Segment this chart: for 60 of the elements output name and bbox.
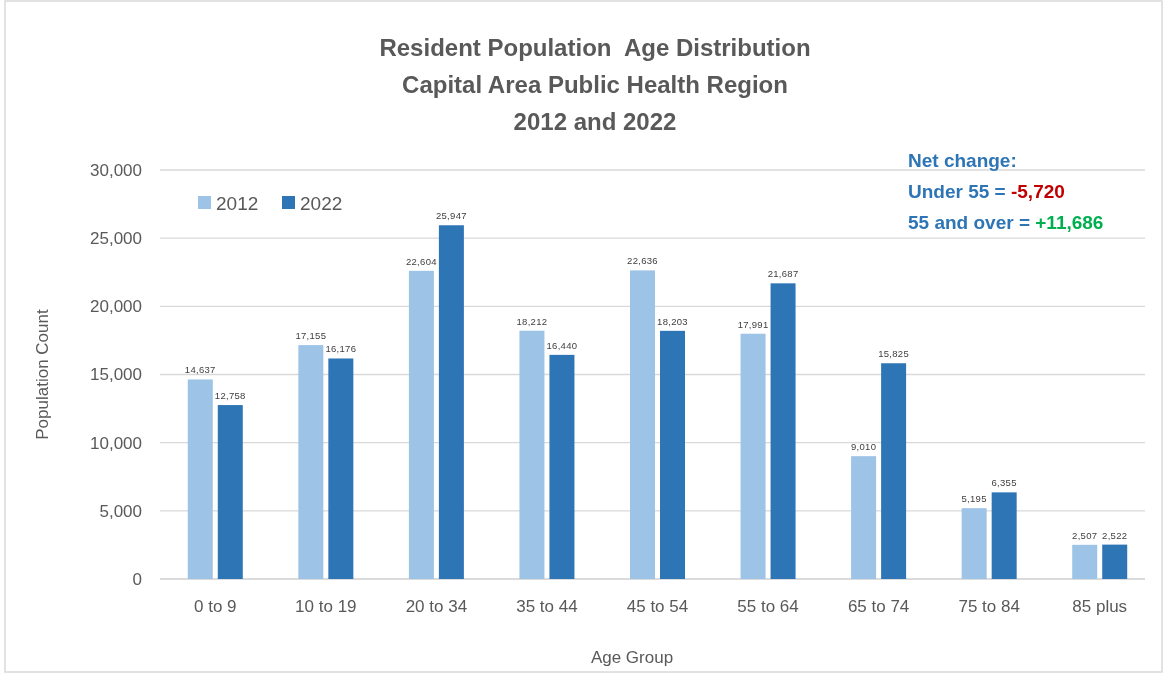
- x-tick-label: 75 to 84: [958, 597, 1020, 616]
- x-axis-title: Age Group: [590, 648, 674, 667]
- bar: [660, 330, 685, 579]
- chart-title: Resident Population Age Distribution Capital Area Public Health Region 2012 and 2022: [379, 34, 811, 135]
- bar: [187, 379, 213, 579]
- bar: [881, 363, 907, 579]
- data-label: 22,636: [627, 255, 658, 267]
- data-label: 18,212: [516, 315, 548, 327]
- bar: [217, 405, 243, 579]
- data-label: 17,155: [295, 330, 327, 342]
- y-tick-label: 5,000: [99, 501, 142, 521]
- data-label: 2,522: [1102, 529, 1128, 541]
- bar: [408, 270, 434, 579]
- bar: [1072, 544, 1098, 579]
- x-tick-label: 35 to 44: [516, 597, 578, 616]
- bar: [328, 358, 354, 579]
- bar: [961, 508, 987, 579]
- bar: [298, 345, 324, 579]
- y-tick-label: 30,000: [90, 160, 142, 180]
- data-label: 16,440: [546, 339, 578, 351]
- bar: [991, 492, 1017, 579]
- x-tick-label: 45 to 54: [626, 597, 689, 616]
- data-label: 16,176: [325, 343, 357, 355]
- annotation: Under 55 = -5,720: [908, 181, 1065, 202]
- legend-label: 2022: [300, 192, 343, 214]
- bar: [630, 270, 655, 579]
- legend-label: 2012: [216, 192, 259, 214]
- data-label: 6,355: [991, 477, 1017, 489]
- bar: [770, 283, 796, 579]
- y-tick-label: 10,000: [90, 433, 142, 453]
- y-tick-label: 25,000: [90, 229, 142, 249]
- data-label: 12,758: [214, 390, 246, 402]
- x-tick-label: 85 plus: [1072, 597, 1128, 616]
- bar: [1102, 544, 1128, 579]
- x-tick-label: 10 to 19: [295, 597, 357, 616]
- data-label: 22,604: [405, 255, 437, 267]
- y-tick-label: 20,000: [90, 297, 142, 317]
- x-tick-label: 65 to 74: [847, 597, 910, 616]
- data-label: 15,825: [878, 348, 910, 360]
- data-label: 21,687: [767, 268, 799, 280]
- bar: [549, 354, 575, 579]
- bar: [438, 225, 464, 579]
- x-tick-label: 55 to 64: [737, 597, 799, 616]
- x-tick-label: 20 to 34: [405, 597, 468, 616]
- data-label: 14,637: [184, 364, 216, 376]
- x-tick-label: 0 to 9: [194, 597, 237, 616]
- y-tick-label: 15,000: [90, 365, 142, 385]
- bar: [519, 330, 545, 579]
- bar: [851, 456, 877, 579]
- bar: [740, 333, 766, 579]
- y-axis-title: Population Count: [33, 309, 52, 440]
- data-label: 9,010: [850, 441, 877, 453]
- data-label: 17,991: [737, 318, 769, 330]
- data-label: 5,195: [961, 493, 987, 505]
- y-tick-label: 0: [132, 569, 142, 589]
- data-label: 2,507: [1072, 529, 1098, 541]
- data-label: 25,947: [435, 210, 467, 222]
- annotation: 55 and over = +11,686: [908, 212, 1104, 233]
- annotation: Net change:: [908, 150, 1017, 171]
- data-label: 18,203: [657, 315, 688, 327]
